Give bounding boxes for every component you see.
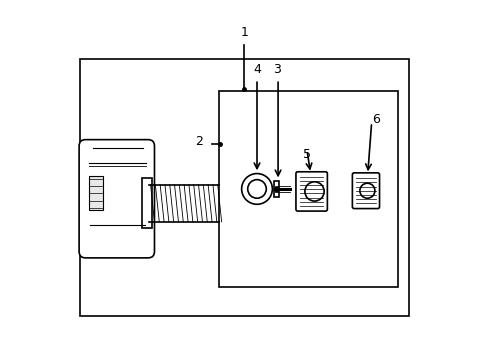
FancyBboxPatch shape	[79, 140, 154, 258]
Circle shape	[247, 180, 266, 198]
Circle shape	[304, 182, 324, 201]
FancyBboxPatch shape	[295, 172, 326, 211]
Text: 3: 3	[272, 63, 280, 76]
Bar	[89, 176, 102, 210]
Text: 6: 6	[371, 113, 379, 126]
Text: 1: 1	[240, 26, 248, 39]
Bar	[80, 59, 408, 316]
Bar	[219, 91, 397, 287]
Circle shape	[359, 183, 374, 198]
Bar	[274, 181, 278, 197]
Text: 4: 4	[253, 63, 261, 76]
Text: 2: 2	[195, 135, 203, 148]
Circle shape	[241, 174, 272, 204]
Bar	[142, 178, 152, 228]
Text: 5: 5	[303, 148, 310, 161]
FancyBboxPatch shape	[352, 173, 379, 208]
